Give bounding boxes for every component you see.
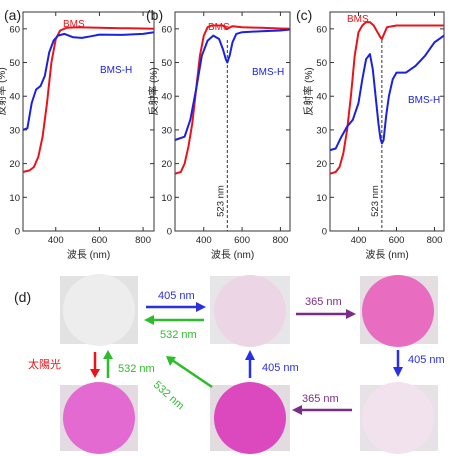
arrow-5: 532 nm bbox=[103, 350, 155, 378]
x-axis-label: 波長 (nm) bbox=[67, 248, 110, 261]
series-label-bms: BMS bbox=[63, 19, 85, 30]
arrow-5-label: 532 nm bbox=[118, 363, 155, 375]
y-tick-label: 30 bbox=[9, 125, 20, 136]
series-label-bms: BMS bbox=[208, 22, 230, 33]
x-tick-label: 800 bbox=[272, 235, 288, 246]
y-tick-label: 10 bbox=[161, 193, 172, 204]
panel-label: (c) bbox=[296, 7, 312, 23]
arrow-8: 405 nm bbox=[393, 350, 445, 377]
y-axis-label: 反射率 (%) bbox=[147, 67, 160, 115]
y-tick-label: 30 bbox=[316, 125, 327, 136]
x-tick-label: 400 bbox=[196, 235, 212, 246]
x-tick-label: 800 bbox=[135, 235, 151, 246]
arrow-2: 532 nm bbox=[144, 315, 204, 341]
y-tick-label: 20 bbox=[9, 159, 20, 170]
annotation-label: 523 nm bbox=[370, 185, 381, 217]
disk-tile-3 bbox=[360, 275, 438, 347]
arrow-7: 405 nm bbox=[245, 350, 299, 378]
y-tick-label: 60 bbox=[9, 24, 20, 35]
arrow-7-label: 405 nm bbox=[262, 362, 299, 374]
y-tick-label: 0 bbox=[15, 227, 20, 238]
x-tick-label: 600 bbox=[234, 235, 250, 246]
y-tick-label: 60 bbox=[161, 24, 172, 35]
y-tick-label: 20 bbox=[161, 159, 172, 170]
panel-label: (b) bbox=[146, 7, 163, 23]
y-tick-label: 50 bbox=[161, 58, 172, 69]
series-line-bms-h bbox=[174, 28, 291, 141]
arrow-6: 532 nm bbox=[151, 356, 213, 412]
arrow-4-label: 太陽光 bbox=[28, 357, 61, 371]
panel-d: (d) 405 nm bbox=[14, 274, 445, 454]
plot-frame bbox=[174, 11, 291, 232]
arrow-1: 405 nm bbox=[146, 290, 206, 312]
y-tick-label: 40 bbox=[9, 92, 20, 103]
arrow-9: 365 nm bbox=[292, 393, 352, 415]
disk-3 bbox=[362, 275, 434, 347]
annotation-label: 523 nm bbox=[215, 185, 226, 217]
panel-d-label: (d) bbox=[14, 289, 31, 305]
disk-6 bbox=[362, 382, 434, 454]
series-label-bms-h: BMS-H bbox=[408, 95, 440, 106]
disk-4 bbox=[63, 382, 135, 454]
arrow-1-label: 405 nm bbox=[158, 290, 195, 302]
y-tick-label: 40 bbox=[316, 92, 327, 103]
series-label-bms: BMS bbox=[347, 14, 369, 25]
y-tick-label: 20 bbox=[316, 159, 327, 170]
y-tick-label: 30 bbox=[161, 125, 172, 136]
panel-c: (c) 0 10 20 30 40 50 60 400 600 800 波長 (nm) 反射率 (%) 5… bbox=[296, 7, 445, 261]
x-tick-label: 400 bbox=[48, 235, 64, 246]
y-axis-label: 反射率 (%) bbox=[0, 67, 8, 115]
arrow-3-label: 365 nm bbox=[305, 296, 342, 308]
x-tick-label: 800 bbox=[427, 235, 443, 246]
y-tick-label: 10 bbox=[316, 193, 327, 204]
disk-tile-5 bbox=[210, 382, 290, 454]
x-tick-label: 400 bbox=[351, 235, 367, 246]
arrow-6-label: 532 nm bbox=[151, 379, 186, 412]
y-tick-label: 10 bbox=[9, 193, 20, 204]
disk-1 bbox=[63, 274, 135, 346]
series-line-bms bbox=[22, 26, 155, 173]
x-axis-label: 波長 (nm) bbox=[211, 248, 254, 261]
y-tick-label: 0 bbox=[167, 227, 172, 238]
disk-tile-4 bbox=[60, 382, 138, 454]
series-label-bms-h: BMS-H bbox=[100, 65, 132, 76]
y-axis-label: 反射率 (%) bbox=[302, 67, 315, 115]
disk-2 bbox=[214, 275, 286, 347]
series-label-bms-h: BMS-H bbox=[252, 67, 284, 78]
disk-tile-2 bbox=[210, 275, 290, 347]
arrow-4: 太陽光 bbox=[28, 352, 100, 378]
y-tick-label: 50 bbox=[316, 58, 327, 69]
x-tick-label: 600 bbox=[389, 235, 405, 246]
panel-label: (a) bbox=[4, 7, 21, 23]
disk-tile-6 bbox=[360, 382, 438, 454]
series-line-bms bbox=[329, 21, 444, 175]
y-tick-label: 60 bbox=[316, 24, 327, 35]
disk-tile-1 bbox=[60, 274, 138, 346]
arrow-3: 365 nm bbox=[296, 296, 356, 319]
plot-frame bbox=[329, 11, 445, 232]
series-line-bms-h bbox=[329, 34, 445, 152]
x-tick-label: 600 bbox=[91, 235, 107, 246]
arrow-8-label: 405 nm bbox=[408, 354, 445, 366]
y-tick-label: 40 bbox=[161, 92, 172, 103]
series-line-bms-h bbox=[22, 31, 155, 131]
arrow-9-label: 365 nm bbox=[302, 393, 339, 405]
y-tick-label: 50 bbox=[9, 58, 20, 69]
arrow-2-label: 532 nm bbox=[160, 329, 197, 341]
panel-b: (b) 0 10 20 30 40 50 60 400 600 800 波長 (nm) 反射率 (%) 5… bbox=[146, 7, 291, 261]
disk-5 bbox=[214, 382, 286, 454]
plot-frame bbox=[22, 11, 155, 232]
panel-a: (a) 0 10 20 30 40 50 60 400 600 800 波長 (nm) 反射率 (%) B… bbox=[0, 7, 155, 261]
series-line-bms bbox=[174, 24, 291, 175]
x-axis-label: 波長 (nm) bbox=[365, 248, 408, 261]
y-tick-label: 0 bbox=[322, 227, 327, 238]
